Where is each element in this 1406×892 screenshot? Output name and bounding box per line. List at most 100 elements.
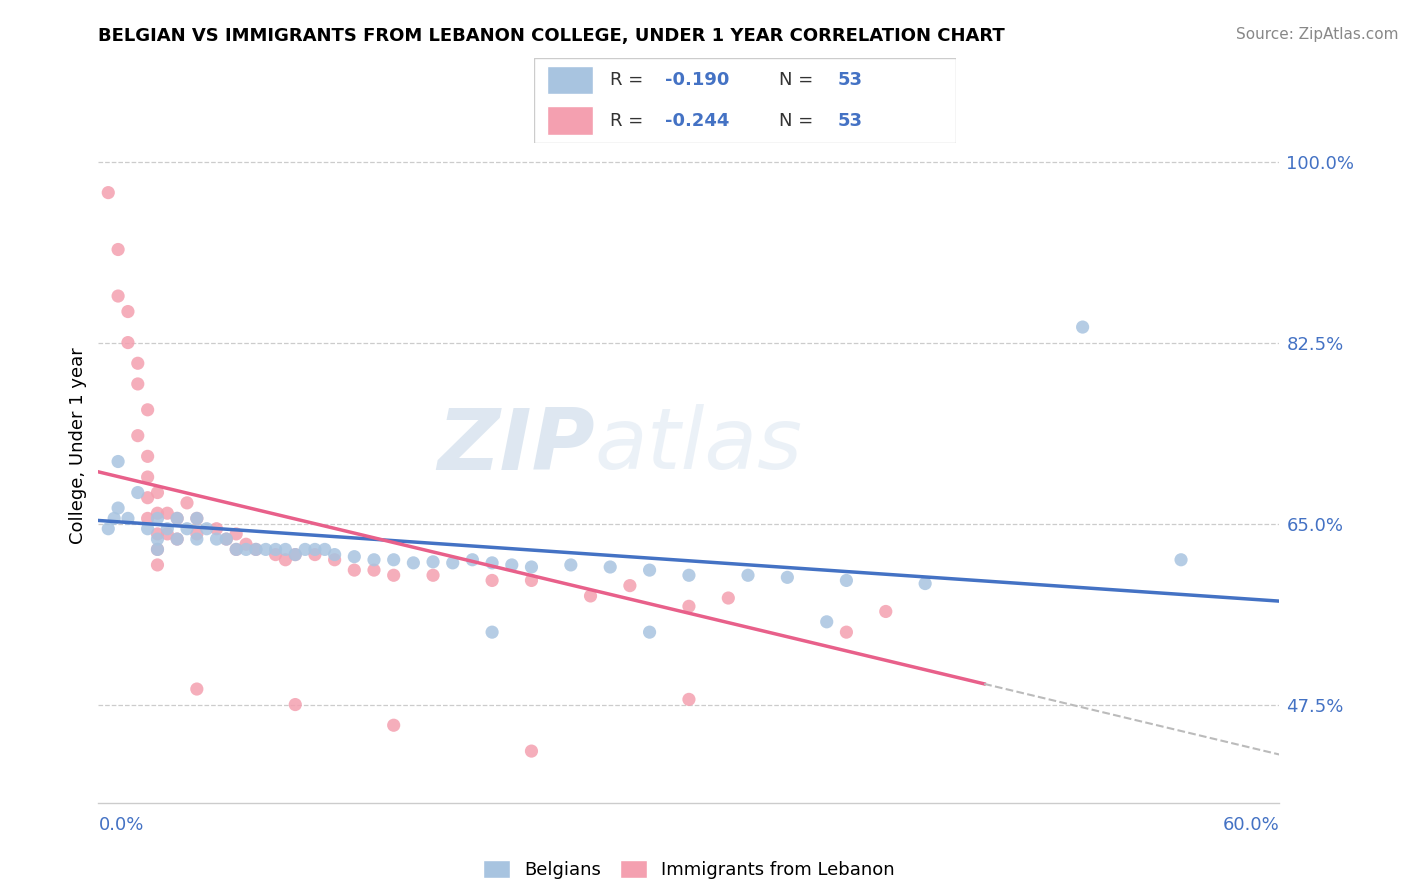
Point [678,568,700,582]
Point [560,558,582,572]
Text: ZIP: ZIP [437,404,595,488]
Point [638,563,661,577]
Point [402,556,425,570]
Point [422,568,444,582]
Point [107,454,129,468]
Point [225,527,247,541]
Point [481,625,503,640]
Point [835,625,858,640]
Point [186,527,208,541]
Bar [547,106,593,135]
Point [314,542,336,557]
Point [638,625,661,640]
Point [245,542,267,557]
Point [323,553,346,567]
Point [97,186,120,200]
Point [501,558,523,572]
Legend: Belgians, Immigrants from Lebanon: Belgians, Immigrants from Lebanon [475,853,903,887]
Point [776,570,799,584]
Text: -0.190: -0.190 [665,71,730,89]
Point [382,718,405,732]
Point [166,511,188,525]
Point [103,511,125,525]
Point [235,542,257,557]
Point [215,532,238,546]
Point [1170,553,1192,567]
Point [914,576,936,591]
Point [835,574,858,588]
Point [274,553,297,567]
Text: R =: R = [610,71,650,89]
Point [343,563,366,577]
Point [117,304,139,318]
Point [136,522,159,536]
Point [107,501,129,516]
Point [520,744,543,758]
Point [146,506,169,520]
Point [156,527,179,541]
Point [136,450,159,464]
Text: BELGIAN VS IMMIGRANTS FROM LEBANON COLLEGE, UNDER 1 YEAR CORRELATION CHART: BELGIAN VS IMMIGRANTS FROM LEBANON COLLE… [98,27,1005,45]
Point [117,335,139,350]
Point [481,574,503,588]
Point [363,553,385,567]
Text: atlas: atlas [595,404,803,488]
Point [136,470,159,484]
Point [737,568,759,582]
Point [579,589,602,603]
Point [304,548,326,562]
Point [107,289,129,303]
Point [97,522,120,536]
Point [520,560,543,574]
Point [127,376,149,391]
Point [422,555,444,569]
Point [186,511,208,525]
Point [146,542,169,557]
Point [382,553,405,567]
Point [146,542,169,557]
Point [136,511,159,525]
Point [363,563,385,577]
Point [146,485,169,500]
Point [264,548,287,562]
Point [146,527,169,541]
Text: -0.244: -0.244 [665,112,730,129]
Text: N =: N = [779,112,818,129]
Point [186,681,208,696]
Point [343,549,366,564]
Point [156,522,179,536]
Point [382,568,405,582]
Point [678,599,700,614]
Point [176,496,198,510]
Text: 0.0%: 0.0% [98,816,143,834]
Text: N =: N = [779,71,818,89]
Point [875,605,897,619]
Point [284,548,307,562]
Point [127,428,149,442]
Point [225,542,247,557]
Point [235,537,257,551]
Text: 60.0%: 60.0% [1223,816,1279,834]
Text: R =: R = [610,112,650,129]
Point [136,491,159,505]
Point [254,542,277,557]
Point [146,532,169,546]
Point [166,532,188,546]
Point [274,542,297,557]
Point [461,553,484,567]
Point [146,511,169,525]
Point [264,542,287,557]
Point [215,532,238,546]
Point [186,532,208,546]
Point [1071,320,1094,334]
Point [284,548,307,562]
Text: Source: ZipAtlas.com: Source: ZipAtlas.com [1236,27,1399,42]
Point [136,402,159,417]
Point [678,692,700,706]
Point [225,542,247,557]
Point [127,356,149,370]
Point [717,591,740,605]
Point [146,558,169,572]
Point [294,542,316,557]
Bar [547,66,593,95]
